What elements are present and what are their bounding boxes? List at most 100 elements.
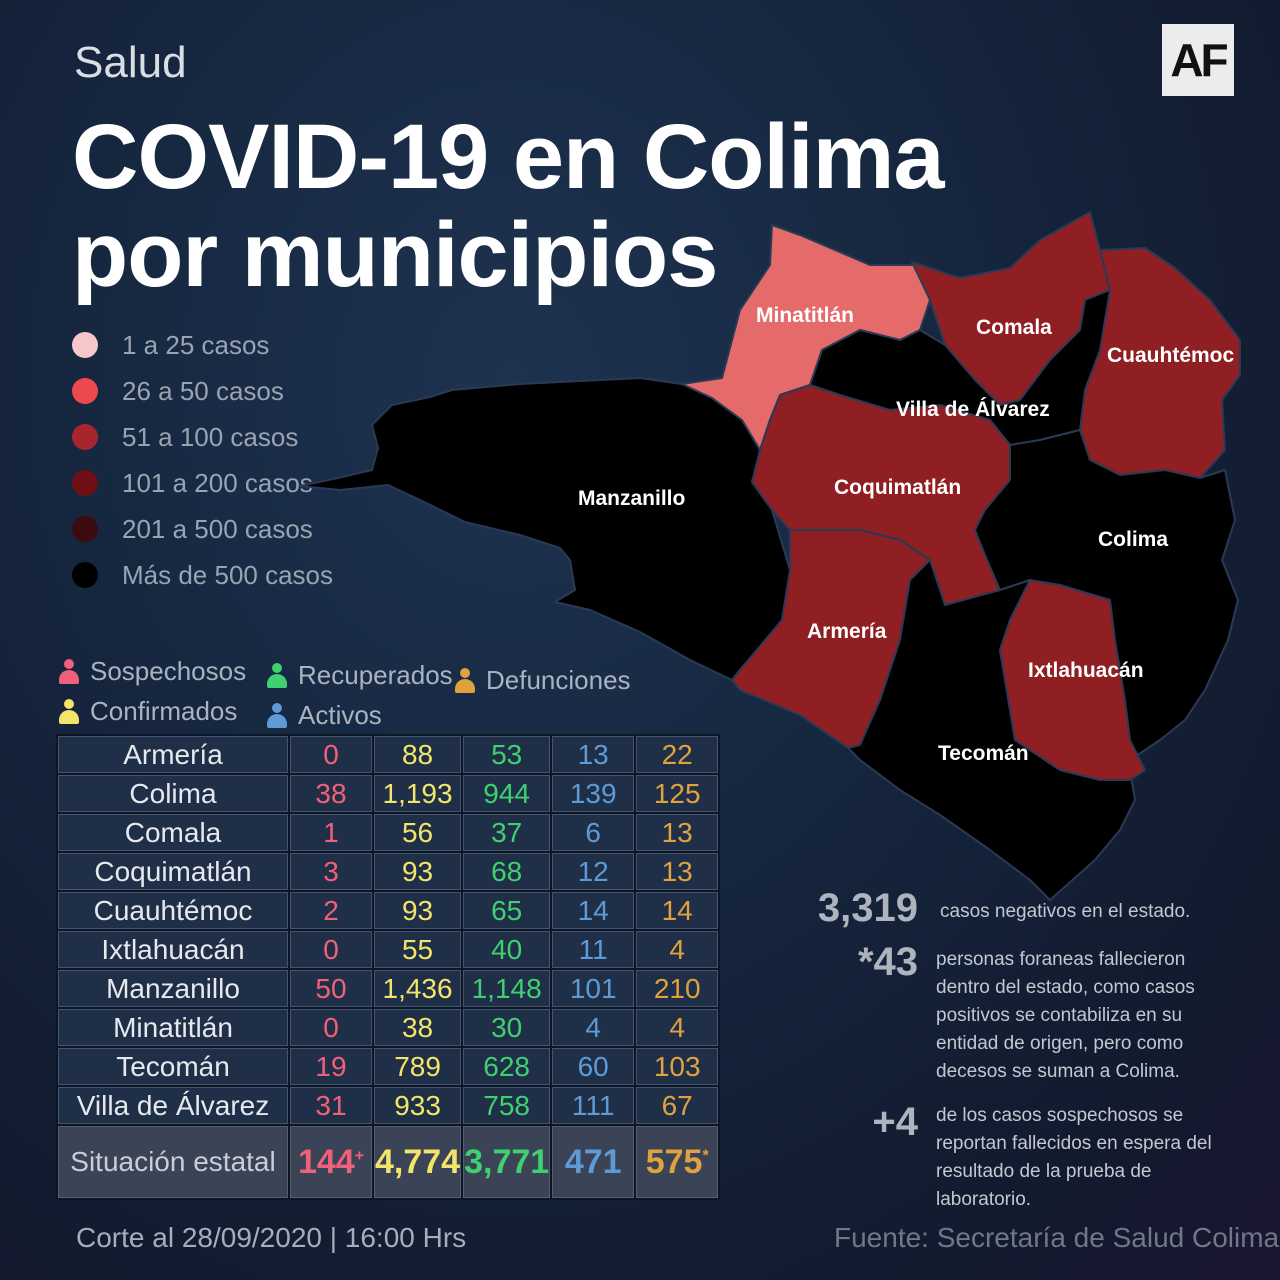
cell-confirmados: 88: [374, 736, 462, 773]
total-confirmados: 4,774: [374, 1126, 462, 1198]
table-row: Ixtlahuacán 0 55 40 11 4: [58, 931, 719, 968]
map-label-tecoman: Tecomán: [938, 742, 1029, 765]
map-label-manzanillo: Manzanillo: [578, 487, 686, 510]
region-manzanillo: [299, 377, 791, 681]
key-activos: Activos: [266, 700, 382, 731]
key-label: Recuperados: [298, 660, 453, 690]
cell-sospechosos: 0: [290, 1009, 372, 1046]
key-label: Defunciones: [486, 665, 631, 695]
total-sospechosos-mark: +: [354, 1147, 365, 1165]
cell-confirmados: 55: [374, 931, 462, 968]
key-recuperados: Recuperados: [266, 660, 453, 691]
total-defunciones: 575*: [636, 1126, 719, 1198]
table-row: Minatitlán 0 38 30 4 4: [58, 1009, 719, 1046]
cell-municipio: Comala: [58, 814, 288, 851]
cell-confirmados: 1,436: [374, 970, 462, 1007]
cell-sospechosos: 0: [290, 736, 372, 773]
cell-activos: 101: [552, 970, 635, 1007]
key-confirmados: Confirmados: [58, 696, 237, 727]
cell-confirmados: 933: [374, 1087, 462, 1124]
stat-sospechosos-text: de los casos sospechosos se reportan fal…: [936, 1105, 1212, 1210]
cell-recuperados: 68: [463, 853, 551, 890]
title-line-2: por municipios: [72, 204, 718, 306]
stat-negativos-text: casos negativos en el estado.: [940, 901, 1191, 922]
key-sospechosos: Sospechosos: [58, 656, 246, 687]
cell-sospechosos: 2: [290, 892, 372, 929]
legend-label: 51 a 100 casos: [122, 421, 299, 452]
legend-item: Más de 500 casos: [72, 552, 333, 598]
af-logo: AF: [1162, 24, 1234, 96]
legend-item: 101 a 200 casos: [72, 460, 333, 506]
key-label: Activos: [298, 700, 382, 730]
person-icon: [454, 667, 476, 694]
cell-recuperados: 628: [463, 1048, 551, 1085]
map-label-ixtlahuacan: Ixtlahuacán: [1028, 659, 1144, 682]
stat-foraneas-number: *43: [857, 940, 918, 984]
total-defunciones-mark: *: [702, 1147, 709, 1165]
cell-confirmados: 93: [374, 853, 462, 890]
table-row: Coquimatlán 3 93 68 12 13: [58, 853, 719, 890]
cell-sospechosos: 38: [290, 775, 372, 812]
map-label-coquimatlan: Coquimatlán: [834, 476, 962, 499]
key-label: Confirmados: [90, 696, 238, 726]
cell-municipio: Armería: [58, 736, 288, 773]
cell-sospechosos: 19: [290, 1048, 372, 1085]
total-recuperados: 3,771: [463, 1126, 551, 1198]
map-label-armeria: Armería: [807, 620, 887, 643]
cell-defunciones: 13: [636, 814, 719, 851]
map-label-minatitlan: Minatitlán: [756, 304, 854, 327]
page-title: COVID-19 en Colima por municipios: [72, 106, 945, 306]
legend-item: 51 a 100 casos: [72, 414, 333, 460]
legend-dot: [72, 332, 98, 358]
cell-activos: 12: [552, 853, 635, 890]
cell-confirmados: 56: [374, 814, 462, 851]
key-defunciones: Defunciones: [454, 665, 631, 696]
cell-sospechosos: 50: [290, 970, 372, 1007]
cell-sospechosos: 0: [290, 931, 372, 968]
legend-dot: [72, 562, 98, 588]
cell-activos: 111: [552, 1087, 635, 1124]
cell-municipio: Colima: [58, 775, 288, 812]
legend-item: 1 a 25 casos: [72, 322, 333, 368]
cell-defunciones: 67: [636, 1087, 719, 1124]
cell-recuperados: 30: [463, 1009, 551, 1046]
cell-sospechosos: 31: [290, 1087, 372, 1124]
cell-recuperados: 65: [463, 892, 551, 929]
cell-activos: 14: [552, 892, 635, 929]
person-icon: [58, 658, 80, 685]
cell-activos: 13: [552, 736, 635, 773]
table-row: Colima 38 1,193 944 139 125: [58, 775, 719, 812]
footer-fuente: Fuente: Secretaría de Salud Colima: [834, 1222, 1280, 1253]
table-row: Armería 0 88 53 13 22: [58, 736, 719, 773]
cell-defunciones: 103: [636, 1048, 719, 1085]
region-colima: [974, 429, 1239, 761]
table-row: Comala 1 56 37 6 13: [58, 814, 719, 851]
cell-defunciones: 4: [636, 931, 719, 968]
cell-activos: 4: [552, 1009, 635, 1046]
cell-activos: 6: [552, 814, 635, 851]
total-defunciones-value: 575: [645, 1142, 703, 1181]
cell-municipio: Coquimatlán: [58, 853, 288, 890]
person-icon: [266, 662, 288, 689]
cell-activos: 60: [552, 1048, 635, 1085]
legend-label: 1 a 25 casos: [122, 329, 270, 360]
legend-dot: [72, 424, 98, 450]
cell-municipio: Tecomán: [58, 1048, 288, 1085]
cell-defunciones: 210: [636, 970, 719, 1007]
title-line-1: COVID-19 en Colima: [72, 106, 945, 208]
map-label-comala: Comala: [976, 316, 1052, 339]
cell-defunciones: 13: [636, 853, 719, 890]
cell-defunciones: 4: [636, 1009, 719, 1046]
cell-confirmados: 38: [374, 1009, 462, 1046]
total-activos: 471: [552, 1126, 635, 1198]
stat-foraneas-text: personas foraneas fallecieron dentro del…: [936, 949, 1195, 1082]
cell-recuperados: 53: [463, 736, 551, 773]
cell-recuperados: 40: [463, 931, 551, 968]
table-row: Manzanillo 50 1,436 1,148 101 210: [58, 970, 719, 1007]
table-row: Tecomán 19 789 628 60 103: [58, 1048, 719, 1085]
cell-defunciones: 125: [636, 775, 719, 812]
map-label-villa: Villa de Álvarez: [896, 398, 1050, 421]
table-row: Villa de Álvarez 31 933 758 111 67: [58, 1087, 719, 1124]
cell-recuperados: 944: [463, 775, 551, 812]
